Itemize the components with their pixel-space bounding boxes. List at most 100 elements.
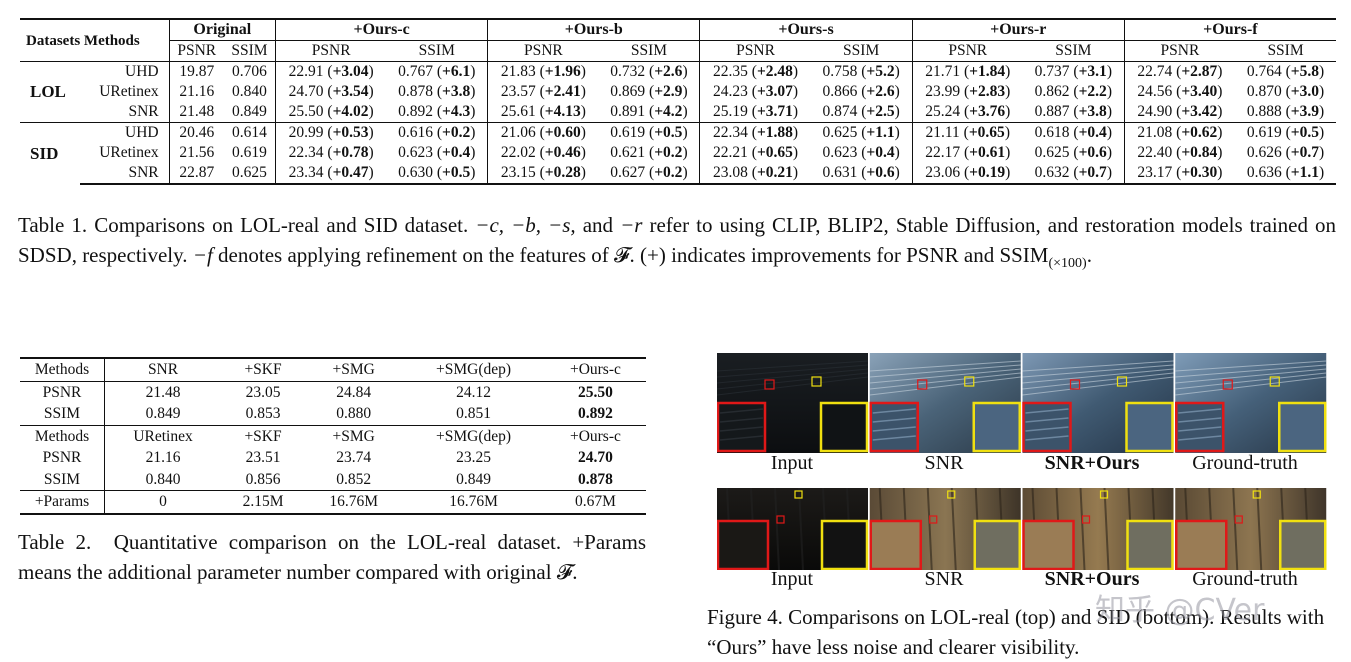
figure-label: SNR+Ours (1044, 568, 1140, 590)
psnr-header: PSNR (275, 40, 387, 62)
table-cell: 0.880 (336, 405, 372, 422)
table-cell: 16.76M (305, 490, 403, 515)
improvement-value: +0.30 (1181, 164, 1218, 181)
psnr-cell: 23.06 (+0.19) (911, 163, 1023, 185)
caption-text: Quantitative comparison on the LOL-real … (18, 530, 646, 584)
psnr-cell: 23.57 (+2.41) (487, 82, 599, 102)
row-label: PSNR (20, 447, 105, 469)
figure-label: Ground-truth (1192, 452, 1298, 474)
table-row: SNR 21.48 0.849 25.50 (+4.02) 0.892 (+4.3) 25… (20, 102, 1336, 123)
psnr-cell: 24.70 (+3.54) (275, 82, 387, 102)
figure-4-caption: Figure 4. Comparisons on LOL-real (top) … (707, 602, 1335, 662)
metric-value: 25.50 (288, 103, 324, 120)
improvement-value: +1.1 (1290, 164, 1320, 181)
psnr-value: 19.87 (168, 61, 224, 82)
metric-value: 0.623 (398, 144, 433, 161)
psnr-header: PSNR (911, 40, 1023, 62)
group-header: +Ours-c (275, 18, 488, 41)
improvement-value: +0.2 (654, 144, 683, 161)
table-row: PSNR 21.16 23.51 23.74 23.25 24.70 (20, 447, 646, 469)
psnr-cell: 25.61 (+4.13) (487, 102, 599, 123)
figure-4-bottom-row (717, 488, 1328, 570)
ssim-cell: 0.618 (+0.4) (1022, 122, 1125, 143)
datasets-label: Datasets (26, 32, 81, 49)
improvement-value: +3.0 (1290, 83, 1320, 100)
ssim-cell: 0.625 (+1.1) (810, 122, 913, 143)
group-header: +Ours-b (487, 18, 700, 41)
psnr-header: PSNR (699, 40, 811, 62)
metric-value: 22.34 (713, 124, 748, 141)
row-label: Methods (20, 357, 105, 382)
improvement-value: +3.04 (332, 63, 369, 80)
symbol: −r (620, 213, 643, 237)
ssim-cell: 0.891 (+4.2) (610, 103, 688, 120)
caption-text: (+) indicates improvements for PSNR and … (640, 243, 1049, 267)
metric-value: 0.892 (398, 103, 433, 120)
table-cell: +SMG (305, 357, 403, 382)
psnr-cell: 23.15 (+0.28) (487, 163, 599, 185)
improvement-value: +4.02 (332, 103, 369, 120)
ssim-cell: 0.732 (+2.6) (598, 61, 700, 82)
caption-text: refer to using CLIP, BLIP2, Stable Diffu… (18, 213, 1337, 267)
improvement-value: +1.84 (969, 63, 1006, 80)
metric-value: 23.08 (713, 164, 748, 181)
row-label: PSNR (20, 381, 105, 403)
table-cell: SNR (104, 357, 222, 382)
improvement-value: +2.9 (654, 83, 683, 100)
metric-value: 0.625 (822, 124, 858, 141)
psnr-cell: 22.91 (+3.04) (275, 61, 387, 82)
row-label: SSIM (20, 403, 105, 425)
psnr-cell: 21.11 (+0.65) (911, 122, 1023, 143)
psnr-header: PSNR (168, 40, 224, 62)
table-cell: 0.853 (245, 405, 281, 422)
improvement-value: +0.47 (332, 164, 369, 181)
method-name: UHD (79, 122, 170, 143)
improvement-value: +0.28 (544, 164, 581, 181)
ssim-cell: 0.866 (+2.6) (822, 83, 900, 100)
metric-value: 0.887 (1034, 103, 1070, 120)
table-cell: +SMG(dep) (402, 424, 545, 447)
group-header: +Ours-r (911, 18, 1125, 41)
ssim-cell: 0.621 (+0.2) (610, 144, 688, 161)
metric-value: 22.91 (288, 63, 324, 80)
metric-value: 22.21 (713, 144, 748, 161)
ssim-cell: 0.869 (+2.9) (610, 83, 688, 100)
metric-value: 0.737 (1034, 63, 1070, 80)
improvement-value: +0.7 (1290, 144, 1320, 161)
method-name: UHD (79, 61, 170, 82)
table-row: SNR 22.87 0.625 23.34 (+0.47) 0.630 (+0.5) 23… (20, 163, 1336, 185)
improvement-value: +3.42 (1181, 103, 1218, 120)
improvement-value: +2.6 (866, 83, 895, 100)
ssim-cell: 0.616 (+0.2) (386, 122, 488, 143)
improvement-value: +3.76 (969, 103, 1006, 120)
ssim-cell: 0.888 (+3.9) (1246, 103, 1325, 120)
table-row: +Params 0 2.15M 16.76M 16.76M 0.67M (20, 490, 646, 515)
caption-label: Table 1. (18, 213, 88, 237)
table-row: Methods URetinex +SKF +SMG +SMG(dep) +Ours-c (20, 424, 646, 447)
dataset-name: LOL (20, 61, 80, 123)
input-panel (717, 353, 869, 453)
metric-value: 0.758 (822, 63, 858, 80)
metric-value: 0.862 (1034, 83, 1070, 100)
metric-value: 0.632 (1034, 164, 1070, 181)
improvement-value: +2.83 (969, 83, 1006, 100)
table-2-caption: Table 2. Quantitative comparison on the … (18, 527, 646, 587)
caption-text: Comparisons on LOL-real and SID dataset. (94, 213, 469, 237)
table-cell: 23.74 (336, 449, 372, 466)
metric-value: 0.874 (822, 103, 858, 120)
metric-value: 21.11 (925, 124, 960, 141)
improvement-value: +0.53 (332, 124, 369, 141)
metric-value: 22.40 (1137, 144, 1173, 161)
metric-value: 0.616 (398, 124, 433, 141)
psnr-cell: 22.34 (+1.88) (699, 122, 811, 143)
table-cell: 21.16 (145, 449, 181, 466)
psnr-cell: 22.34 (+0.78) (275, 143, 387, 163)
improvement-value: +2.5 (866, 103, 895, 120)
metric-value: 20.99 (288, 124, 324, 141)
psnr-cell: 22.74 (+2.87) (1123, 61, 1236, 82)
metric-value: 0.618 (1034, 124, 1070, 141)
figure-label: Input (770, 568, 814, 590)
ssim-cell: 0.630 (+0.5) (386, 163, 488, 185)
improvement-value: +2.87 (1181, 63, 1218, 80)
snr-panel (869, 353, 1021, 453)
